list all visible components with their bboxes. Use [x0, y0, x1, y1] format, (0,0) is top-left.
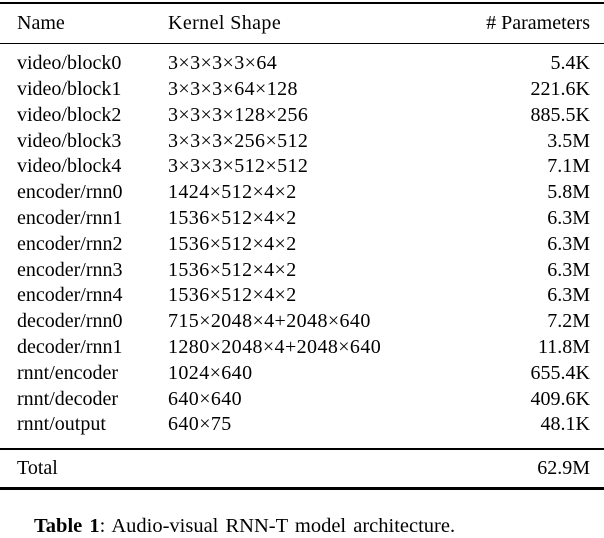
row-name-cell: decoder/rnn0: [17, 310, 123, 333]
row-params-cell: 655.4K: [530, 361, 590, 384]
row-params-cell: 885.5K: [530, 103, 590, 126]
row-kernel-cell: 1024×640: [168, 361, 253, 384]
table-body: video/block0 3×3×3×3×64 5.4K video/block1 3×…: [0, 44, 604, 448]
row-name-cell: rnnt/encoder: [17, 361, 119, 384]
row-params-cell: 48.1K: [540, 413, 590, 436]
row-params-cell: 11.8M: [537, 335, 590, 358]
row-kernel-cell: 1536×512×4×2: [168, 258, 297, 281]
row-name-cell: decoder/rnn1: [17, 335, 123, 358]
header-divider-rule: [0, 42, 604, 45]
row-name-cell: video/block3: [17, 129, 122, 152]
column-header-kernel-shape: Kernel Shape: [168, 11, 282, 34]
table-row: encoder/rnn4 1536×512×4×2 6.3M: [0, 283, 604, 309]
row-params-cell: 5.4K: [550, 52, 590, 75]
row-params-cell: 6.3M: [547, 232, 590, 255]
table-row: video/block0 3×3×3×3×64 5.4K: [0, 51, 604, 77]
total-kernel-spacer: [168, 450, 430, 487]
table-top-rule: [0, 1, 604, 4]
row-kernel-cell: 3×3×3×128×256: [168, 103, 309, 126]
row-kernel-cell: 3×3×3×64×128: [168, 77, 298, 100]
row-kernel-cell: 1536×512×4×2: [168, 232, 297, 255]
row-name-cell: encoder/rnn1: [17, 206, 123, 229]
row-params-cell: 6.3M: [547, 258, 590, 281]
row-params-cell: 5.8M: [547, 181, 590, 204]
table-row: encoder/rnn3 1536×512×4×2 6.3M: [0, 258, 604, 284]
table-caption-label: Table 1: [34, 514, 100, 537]
row-name-cell: rnnt/decoder: [17, 387, 119, 410]
row-kernel-cell: 715×2048×4+2048×640: [168, 310, 371, 333]
row-params-cell: 7.2M: [547, 310, 590, 333]
row-name-cell: video/block2: [17, 103, 122, 126]
total-label: Total: [17, 456, 58, 479]
table-row: rnnt/decoder 640×640 409.6K: [0, 387, 604, 413]
row-kernel-cell: 1536×512×4×2: [168, 206, 297, 229]
row-params-cell: 409.6K: [530, 387, 590, 410]
row-name-cell: encoder/rnn3: [17, 258, 123, 281]
row-kernel-cell: 3×3×3×512×512: [168, 155, 309, 178]
row-params-cell: 6.3M: [547, 206, 590, 229]
row-kernel-cell: 3×3×3×256×512: [168, 129, 309, 152]
row-params-cell: 7.1M: [547, 155, 590, 178]
table-total-row: Total 62.9M: [0, 450, 604, 487]
column-header-num-parameters: # Parameters: [486, 11, 590, 34]
table-row: video/block3 3×3×3×256×512 3.5M: [0, 129, 604, 155]
row-kernel-cell: 640×75: [168, 413, 232, 436]
row-params-cell: 3.5M: [547, 129, 590, 152]
total-params-value: 62.9M: [537, 456, 590, 479]
row-name-cell: video/block1: [17, 77, 122, 100]
table-row: decoder/rnn0 715×2048×4+2048×640 7.2M: [0, 309, 604, 335]
table-row: encoder/rnn1 1536×512×4×2 6.3M: [0, 206, 604, 232]
table-row: rnnt/encoder 1024×640 655.4K: [0, 361, 604, 387]
row-kernel-cell: 640×640: [168, 387, 243, 410]
row-kernel-cell: 1536×512×4×2: [168, 284, 297, 307]
row-params-cell: 221.6K: [530, 77, 590, 100]
row-name-cell: encoder/rnn4: [17, 284, 123, 307]
table-row: video/block4 3×3×3×512×512 7.1M: [0, 154, 604, 180]
column-header-name: Name: [17, 11, 65, 34]
table-row: encoder/rnn2 1536×512×4×2 6.3M: [0, 232, 604, 258]
table-row: video/block1 3×3×3×64×128 221.6K: [0, 77, 604, 103]
table-row: video/block2 3×3×3×128×256 885.5K: [0, 103, 604, 129]
row-name-cell: video/block4: [17, 155, 122, 178]
table-header-row: Name Kernel Shape # Parameters: [0, 4, 604, 43]
table-caption: Table 1: Audio-visual RNN-T model archit…: [34, 514, 584, 538]
row-params-cell: 6.3M: [547, 284, 590, 307]
table-row: rnnt/output 640×75 48.1K: [0, 412, 604, 438]
table-caption-text: : Audio-visual RNN-T model architecture.: [99, 514, 456, 537]
row-name-cell: video/block0: [17, 52, 122, 75]
row-name-cell: encoder/rnn2: [17, 232, 123, 255]
row-name-cell: encoder/rnn0: [17, 181, 123, 204]
total-divider-rule: [0, 448, 604, 450]
row-kernel-cell: 1280×2048×4+2048×640: [168, 335, 382, 358]
row-kernel-cell: 3×3×3×3×64: [168, 52, 278, 75]
table-bottom-rule: [0, 486, 604, 490]
table-row: decoder/rnn1 1280×2048×4+2048×640 11.8M: [0, 335, 604, 361]
row-name-cell: rnnt/output: [17, 413, 106, 436]
table-row: encoder/rnn0 1424×512×4×2 5.8M: [0, 180, 604, 206]
row-kernel-cell: 1424×512×4×2: [168, 181, 297, 204]
